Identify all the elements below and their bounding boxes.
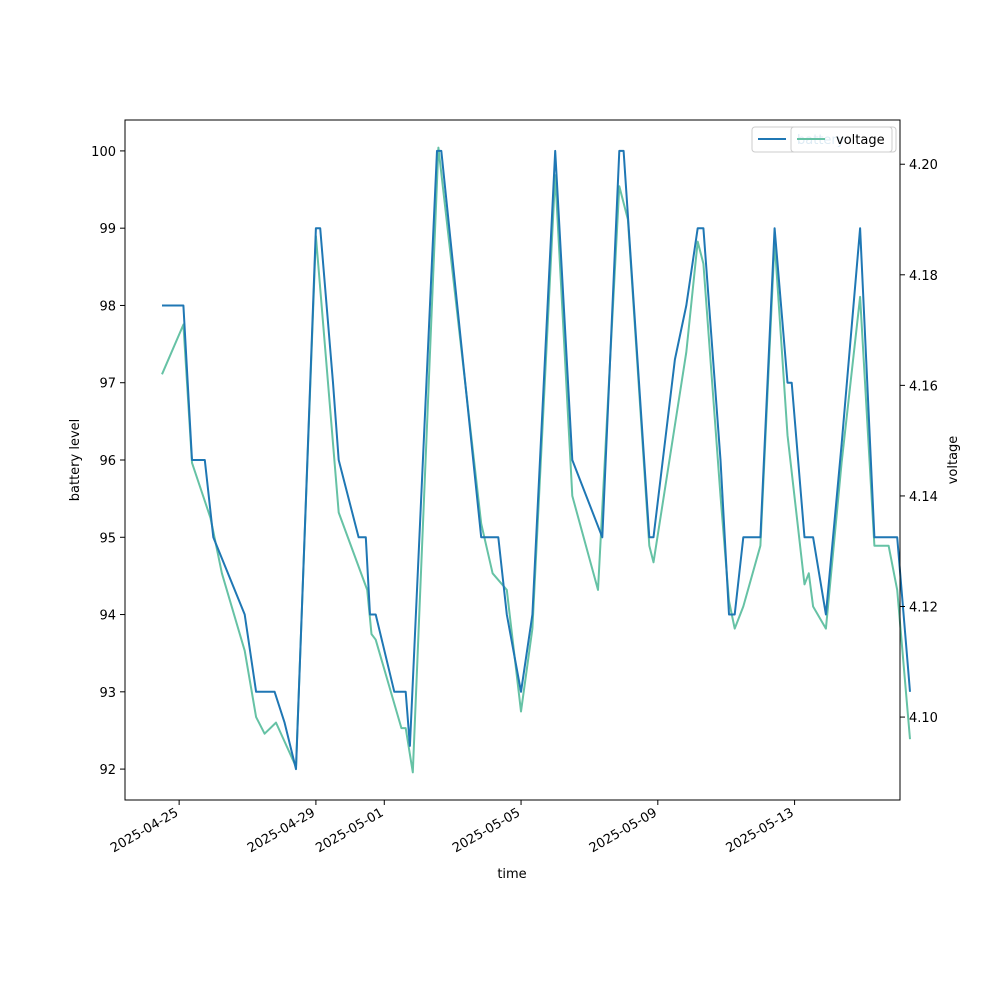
y-tick-label: 95 [99, 531, 116, 546]
y2-tick-label: 4.20 [909, 158, 938, 173]
y2-axis-title: voltage [946, 436, 961, 485]
y-tick-label: 93 [99, 686, 116, 701]
y2-tick-label: 4.10 [909, 711, 938, 726]
series-line-voltage [161, 146, 911, 774]
y-tick-label: 99 [99, 222, 116, 237]
y-axis-left: 92 93 94 95 96 97 98 99 100 [91, 145, 125, 778]
x-axis-title: time [497, 867, 526, 882]
legend-voltage: voltage [790, 126, 893, 153]
legend-voltage-label: voltage [836, 133, 885, 148]
y-axis-right: 4.10 4.12 4.14 4.16 4.18 4.20 [900, 158, 938, 726]
y2-tick-label: 4.14 [909, 490, 938, 505]
series-layer [161, 146, 911, 774]
series-line-battery [162, 149, 911, 771]
y-tick-label: 92 [99, 763, 116, 778]
y2-tick-label: 4.12 [909, 601, 938, 616]
y-tick-label: 97 [99, 377, 116, 392]
y-tick-label: 98 [99, 299, 116, 314]
y-axis-title: battery level [68, 419, 83, 502]
legend-voltage-box [790, 126, 893, 153]
y-tick-label: 100 [91, 145, 116, 160]
y-tick-label: 96 [99, 454, 116, 469]
y2-tick-label: 4.16 [909, 379, 938, 394]
y2-tick-label: 4.18 [909, 269, 938, 284]
y-tick-label: 94 [99, 609, 116, 624]
